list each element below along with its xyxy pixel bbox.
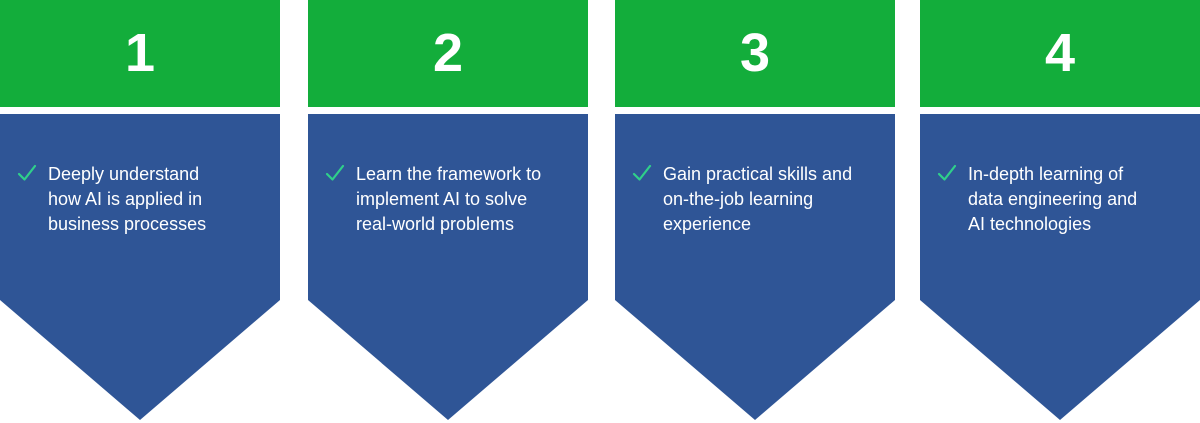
step-number: 4 bbox=[1044, 22, 1076, 83]
step-description: In-depth learning of data engineering an… bbox=[936, 162, 1194, 237]
step-number-block: 3 bbox=[615, 0, 895, 107]
check-icon bbox=[16, 162, 38, 184]
description-line: AI technologies bbox=[968, 214, 1092, 234]
step-description: Gain practical skills and on-the-job lea… bbox=[631, 162, 889, 237]
step-number: 3 bbox=[739, 22, 771, 83]
description-line: experience bbox=[663, 214, 752, 234]
description-line: Learn the framework to bbox=[356, 164, 542, 184]
description-line: implement AI to solve bbox=[356, 189, 528, 209]
check-icon bbox=[324, 162, 346, 184]
step-description: Learn the framework to implement AI to s… bbox=[324, 162, 582, 237]
step-arrow-panel bbox=[920, 114, 1200, 420]
check-icon bbox=[631, 162, 653, 184]
step-number: 1 bbox=[124, 22, 156, 83]
description-line: Deeply understand bbox=[48, 164, 200, 184]
step-description: Deeply understand how AI is applied in b… bbox=[16, 162, 274, 237]
description-line: data engineering and bbox=[968, 189, 1138, 209]
check-icon bbox=[936, 162, 958, 184]
step-number-block: 1 bbox=[0, 0, 280, 107]
description-line: real-world problems bbox=[356, 214, 515, 234]
step-number-block: 2 bbox=[308, 0, 588, 107]
step-4: 4 In-depth learning of data engineering … bbox=[920, 0, 1200, 423]
description-line: business processes bbox=[48, 214, 207, 234]
step-arrow-panel bbox=[0, 114, 280, 420]
step-1: 1 Deeply understand how AI is applied in… bbox=[0, 0, 280, 423]
description-line: on-the-job learning bbox=[663, 189, 814, 209]
step-number-block: 4 bbox=[920, 0, 1200, 107]
step-3: 3 Gain practical skills and on-the-job l… bbox=[615, 0, 895, 423]
description-line: Gain practical skills and bbox=[663, 164, 853, 184]
description-line: In-depth learning of bbox=[968, 164, 1124, 184]
description-line: how AI is applied in bbox=[48, 189, 203, 209]
step-arrow-panel bbox=[615, 114, 895, 420]
step-2: 2 Learn the framework to implement AI to… bbox=[308, 0, 588, 423]
step-arrow-panel bbox=[308, 114, 588, 420]
step-number: 2 bbox=[432, 22, 464, 83]
